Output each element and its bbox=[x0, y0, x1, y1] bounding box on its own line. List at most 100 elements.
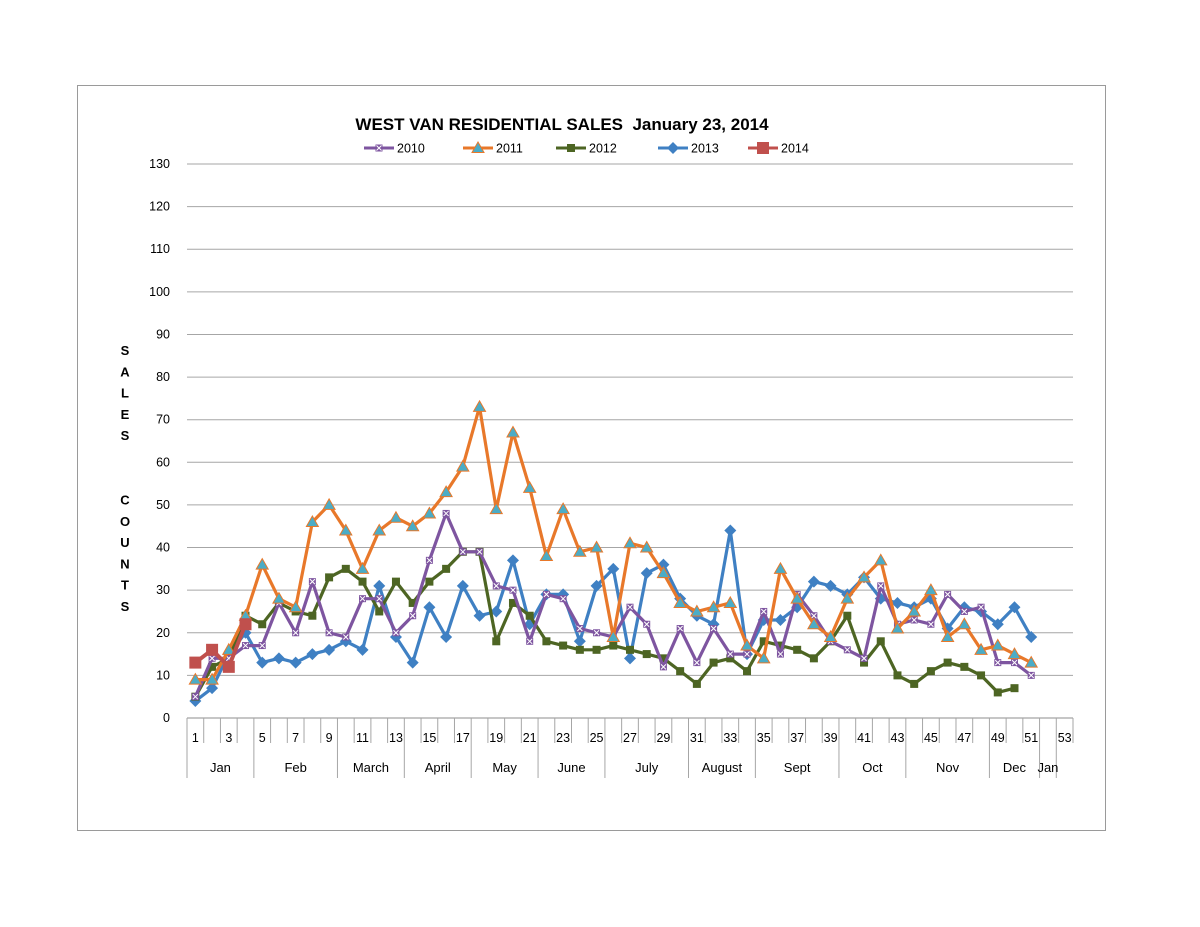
x-tick-label: 3 bbox=[225, 731, 232, 745]
data-point-mark bbox=[359, 595, 366, 602]
data-point bbox=[408, 598, 417, 607]
data-point-mark bbox=[660, 664, 667, 670]
data-point bbox=[659, 654, 668, 663]
data-point bbox=[891, 596, 904, 609]
y-tick-label: 10 bbox=[156, 668, 170, 682]
data-point bbox=[288, 600, 303, 613]
data-point bbox=[341, 564, 350, 573]
data-point bbox=[940, 630, 955, 643]
data-point bbox=[439, 485, 453, 498]
x-tick-label: 1 bbox=[192, 731, 199, 745]
data-point bbox=[943, 658, 952, 667]
x-tick-label: 39 bbox=[824, 731, 838, 745]
month-label: March bbox=[353, 760, 389, 775]
x-tick-label: 35 bbox=[757, 731, 771, 745]
data-point-mark bbox=[292, 629, 299, 636]
data-point bbox=[1008, 601, 1021, 614]
chart-title: WEST VAN RESIDENTIAL SALES January 23, 2… bbox=[355, 115, 769, 134]
y-tick-label: 100 bbox=[149, 285, 170, 299]
legend-item: 2014 bbox=[748, 142, 809, 156]
y-axis-label-letter: U bbox=[120, 535, 129, 550]
x-tick-label: 9 bbox=[326, 731, 333, 745]
x-tick-label: 13 bbox=[389, 731, 403, 745]
series-group bbox=[188, 399, 1039, 707]
data-point-mark bbox=[944, 591, 951, 598]
data-point bbox=[690, 604, 704, 617]
data-point bbox=[624, 652, 636, 665]
y-tick-label: 50 bbox=[156, 498, 170, 512]
y-axis-label-letter: O bbox=[120, 514, 130, 529]
data-point-mark bbox=[510, 587, 516, 594]
data-point bbox=[239, 618, 252, 631]
data-point bbox=[355, 561, 370, 574]
x-tick-label: 15 bbox=[422, 731, 436, 745]
legend-label: 2012 bbox=[589, 142, 617, 156]
y-axis-label-letter: E bbox=[121, 407, 130, 422]
data-point bbox=[323, 643, 336, 656]
data-point bbox=[373, 579, 386, 592]
data-point bbox=[776, 641, 785, 650]
data-point bbox=[807, 575, 820, 588]
data-point bbox=[406, 656, 419, 669]
data-point bbox=[572, 544, 587, 557]
data-point bbox=[338, 523, 353, 536]
line-chart: WEST VAN RESIDENTIAL SALES January 23, 2… bbox=[120, 115, 1074, 778]
data-point bbox=[626, 645, 634, 654]
data-point bbox=[375, 607, 384, 616]
data-point bbox=[642, 650, 651, 659]
data-point-mark bbox=[393, 629, 399, 636]
data-point bbox=[208, 662, 217, 671]
legend-item: 2013 bbox=[658, 142, 719, 156]
data-point bbox=[489, 502, 504, 515]
data-point-mark bbox=[459, 548, 466, 555]
data-point bbox=[425, 577, 434, 586]
data-point bbox=[706, 600, 721, 613]
data-point bbox=[990, 638, 1005, 651]
y-axis-label-letter: A bbox=[120, 364, 130, 379]
data-point-mark bbox=[242, 642, 249, 649]
data-point-mark bbox=[710, 625, 717, 632]
data-point bbox=[726, 654, 735, 663]
y-tick-label: 40 bbox=[156, 541, 170, 555]
data-point bbox=[256, 656, 269, 669]
data-point-mark bbox=[978, 604, 984, 611]
data-point bbox=[188, 672, 203, 685]
x-axis: 1 3 5 7 9 11 13 15 17 19 21 23 25 27 29 31 33 35 37 39 41 43 4… bbox=[186, 717, 1074, 778]
data-point bbox=[759, 637, 768, 646]
data-point bbox=[423, 601, 436, 614]
data-point-mark bbox=[309, 578, 316, 585]
series-2014 bbox=[189, 618, 252, 673]
data-point-mark bbox=[627, 604, 633, 611]
data-point bbox=[575, 645, 584, 654]
x-tick-label: 7 bbox=[292, 731, 299, 745]
legend-item: 2010 bbox=[364, 142, 425, 156]
data-point bbox=[556, 502, 570, 515]
month-label: Jan bbox=[1037, 760, 1058, 775]
x-tick-label: 43 bbox=[891, 731, 905, 745]
data-point-mark bbox=[677, 625, 684, 632]
data-point-mark bbox=[744, 651, 750, 657]
x-tick-label: 31 bbox=[690, 731, 704, 745]
data-point bbox=[991, 618, 1004, 631]
y-axis-label-letter: C bbox=[120, 493, 130, 508]
y-tick-label: 60 bbox=[156, 455, 170, 469]
legend-item: 2012 bbox=[556, 142, 617, 156]
data-point-mark bbox=[443, 510, 449, 517]
month-label: Nov bbox=[936, 760, 960, 775]
y-tick-label: 30 bbox=[156, 583, 170, 597]
data-point bbox=[807, 617, 821, 630]
x-tick-label: 21 bbox=[523, 731, 537, 745]
data-point bbox=[667, 142, 679, 154]
y-axis-label-letter: T bbox=[121, 578, 129, 593]
data-point bbox=[573, 635, 586, 648]
data-point bbox=[508, 598, 517, 607]
data-point bbox=[924, 583, 938, 596]
y-tick-label: 0 bbox=[163, 711, 170, 725]
data-point bbox=[440, 631, 453, 644]
data-point bbox=[506, 554, 519, 567]
month-label: April bbox=[425, 760, 451, 775]
data-point bbox=[391, 577, 400, 586]
y-tick-label: 120 bbox=[149, 200, 170, 214]
data-point bbox=[860, 658, 869, 667]
month-label: Dec bbox=[1003, 760, 1027, 775]
